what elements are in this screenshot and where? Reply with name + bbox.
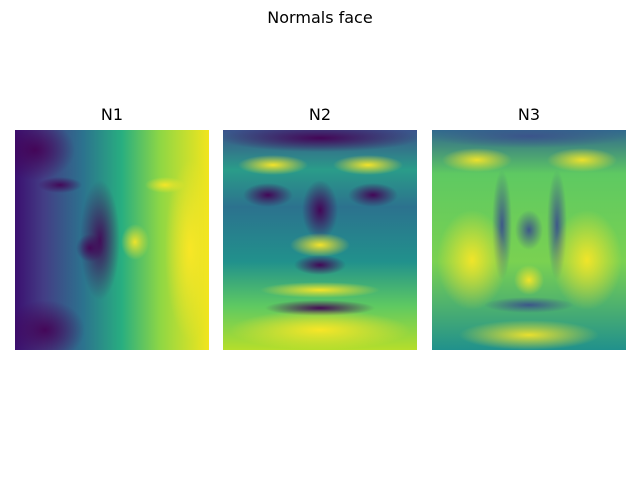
figure-suptitle: Normals face <box>267 8 373 27</box>
panel-n2: N2 <box>223 104 417 350</box>
heatmap-n2 <box>223 130 417 350</box>
panel-n1: N1 <box>15 104 209 350</box>
panel-title-n3: N3 <box>517 105 541 124</box>
panel-title-n1: N1 <box>100 105 124 124</box>
heatmap-n3 <box>432 130 626 350</box>
panel-n3: N3 <box>432 104 626 350</box>
panel-title-n2: N2 <box>308 105 332 124</box>
heatmap-n1 <box>15 130 209 350</box>
